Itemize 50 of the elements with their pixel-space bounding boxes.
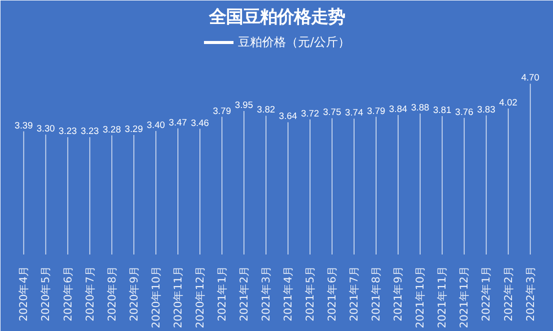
x-tick-label: 2020年12月 bbox=[193, 265, 206, 328]
data-label: 3.95 bbox=[234, 100, 254, 110]
x-tick-label: 2021年3月 bbox=[259, 265, 272, 322]
data-label: 3.39 bbox=[14, 120, 33, 130]
x-tick-label: 2020年5月 bbox=[39, 265, 52, 322]
data-label: 3.47 bbox=[168, 117, 187, 128]
data-label: 3.82 bbox=[256, 104, 276, 115]
x-tick-label: 2022年3月 bbox=[524, 265, 537, 322]
data-label: 3.79 bbox=[367, 106, 386, 116]
data-label: 3.28 bbox=[102, 124, 121, 134]
x-tick-label: 2021年10月 bbox=[414, 265, 427, 328]
data-label: 3.83 bbox=[477, 104, 496, 114]
legend-label: 豆粕价格（元/公斤） bbox=[238, 34, 350, 50]
x-tick-label: 2020年7月 bbox=[83, 265, 96, 322]
data-label: 3.30 bbox=[36, 124, 55, 134]
data-label: 4.02 bbox=[499, 97, 518, 108]
x-tick-label: 2021年1月 bbox=[215, 265, 228, 322]
x-tick-label: 2021年12月 bbox=[458, 265, 471, 328]
x-tick-label: 2021年11月 bbox=[436, 265, 449, 328]
data-label: 3.23 bbox=[80, 126, 99, 136]
data-label: 3.81 bbox=[433, 105, 452, 116]
x-tick-label: 2021年4月 bbox=[282, 265, 295, 322]
x-tick-label: 2020年9月 bbox=[127, 265, 140, 322]
data-label: 3.75 bbox=[322, 107, 342, 118]
x-tick-label: 2020年10月 bbox=[149, 265, 162, 328]
data-label: 4.70 bbox=[521, 72, 540, 83]
x-tick-label: 2021年6月 bbox=[326, 265, 339, 322]
x-tick-label: 2021年2月 bbox=[237, 265, 250, 322]
data-label: 3.29 bbox=[124, 124, 143, 134]
chart-title: 全国豆粕价格走势 bbox=[208, 8, 345, 28]
x-tick-label: 2022年1月 bbox=[480, 265, 493, 322]
data-label: 3.40 bbox=[146, 120, 165, 130]
x-tick-label: 2021年5月 bbox=[304, 265, 317, 322]
x-tick-label: 2020年8月 bbox=[105, 265, 118, 322]
data-label: 3.46 bbox=[190, 118, 209, 128]
data-label: 3.76 bbox=[455, 106, 474, 117]
data-label: 3.88 bbox=[411, 102, 430, 113]
x-tick-label: 2021年7月 bbox=[348, 265, 361, 322]
data-label: 3.23 bbox=[58, 126, 77, 136]
x-tick-label: 2021年9月 bbox=[392, 265, 405, 322]
data-label: 3.74 bbox=[345, 108, 364, 118]
x-tick-label: 2020年4月 bbox=[17, 265, 30, 322]
x-tick-label: 2022年2月 bbox=[502, 265, 515, 322]
data-label: 3.72 bbox=[300, 108, 320, 118]
data-label: 3.84 bbox=[389, 104, 408, 114]
x-tick-label: 2020年6月 bbox=[61, 265, 74, 322]
data-label: 3.79 bbox=[212, 106, 232, 116]
x-tick-label: 2020年11月 bbox=[171, 265, 184, 328]
x-tick-label: 2021年8月 bbox=[370, 265, 383, 322]
data-label: 3.64 bbox=[278, 111, 298, 122]
